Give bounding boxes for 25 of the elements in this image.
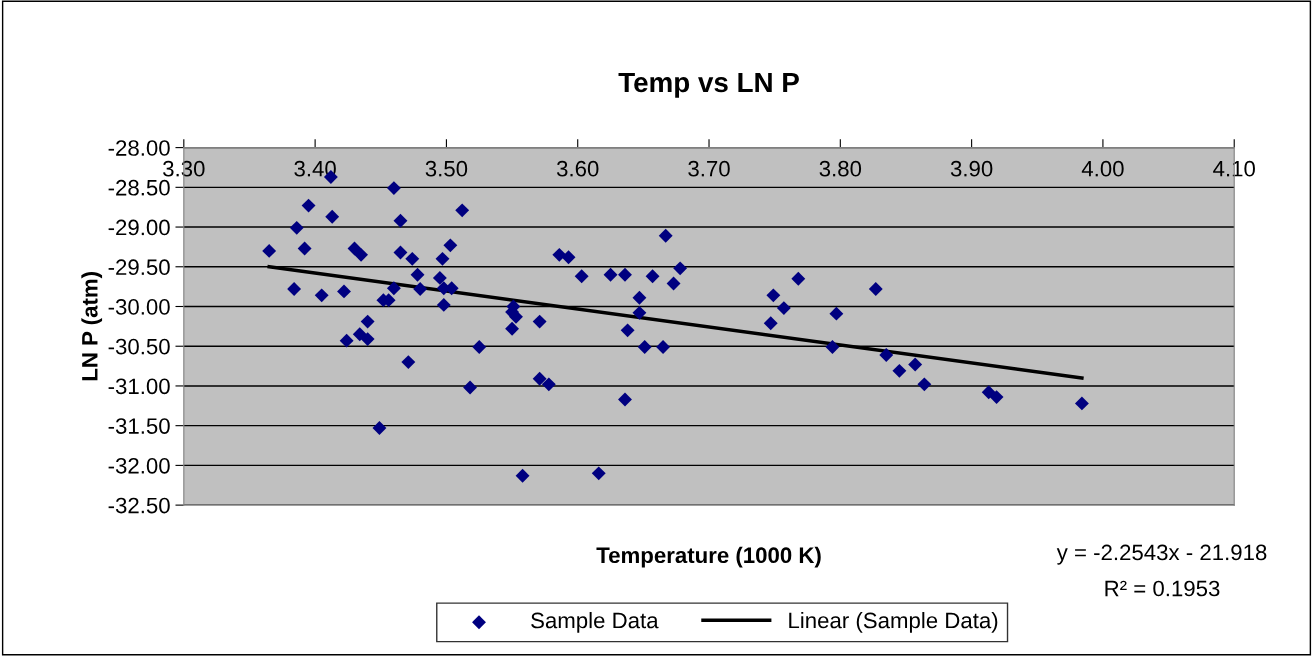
y-tick-label: -30.50 [108,338,170,355]
legend-label: Sample Data [531,612,659,633]
y-tick-label: -28.50 [108,179,170,196]
x-tick-label: 4.10 [1213,160,1255,177]
x-tick-label: 3.50 [425,160,468,177]
y-tick-label: -31.50 [108,418,170,434]
x-tick-label: 4.00 [1081,160,1124,177]
chart-title: Temp vs LN P [618,72,799,98]
x-axis-title: Temperature (1000 K) [596,546,821,568]
x-tick-label: 3.30 [163,160,205,177]
y-tick-label: -32.00 [108,457,170,474]
y-tick-label: -31.00 [108,378,170,395]
text: R² = 0.1953 [1105,580,1220,597]
legend-label: Linear (Sample Data) [789,612,998,633]
x-tick-label: 3.90 [950,160,993,177]
y-tick-label: -29.50 [108,259,170,276]
x-tick-label: 3.70 [688,160,730,177]
x-tick-label: 3.60 [556,160,599,177]
y-tick-label: -32.50 [108,497,170,514]
text: y = -2.2543x - 21.918 [1056,544,1267,565]
y-axis-title: LN P (atm) [81,272,103,381]
y-tick-label: -30.00 [108,299,170,315]
y-tick-label: -28.00 [108,140,170,156]
y-tick-label: -29.00 [108,219,170,236]
x-tick-label: 3.80 [819,160,862,177]
